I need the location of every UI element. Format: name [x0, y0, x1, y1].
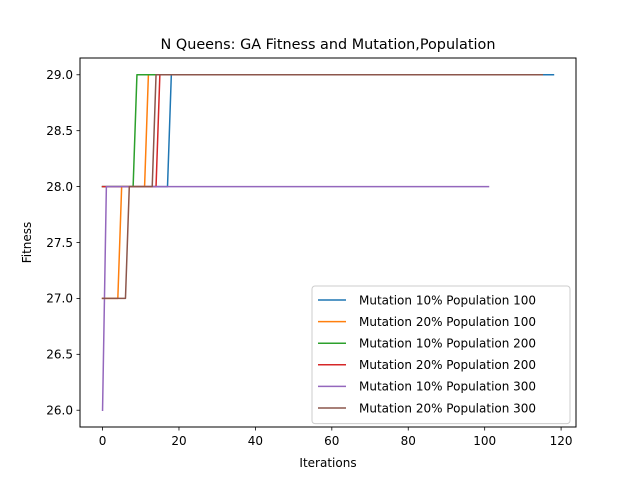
- legend-label-1: Mutation 20% Population 100: [359, 315, 536, 329]
- chart-title: N Queens: GA Fitness and Mutation,Popula…: [161, 37, 496, 53]
- x-tick-label: 40: [248, 434, 263, 448]
- x-tick-label: 80: [401, 434, 416, 448]
- legend-label-2: Mutation 10% Population 200: [359, 337, 536, 351]
- x-tick-label: 60: [324, 434, 339, 448]
- legend-box: [311, 285, 571, 425]
- x-tick-label: 0: [99, 434, 107, 448]
- legend: Mutation 10% Population 100 Mutation 20% …: [311, 285, 571, 425]
- series-line-5: [101, 74, 543, 300]
- series-line-0: [101, 74, 555, 188]
- y-tick-label: 28.5: [46, 124, 73, 138]
- plot-lines: [101, 74, 555, 411]
- y-tick-label: 26.5: [46, 348, 73, 362]
- x-tick-label: 100: [473, 434, 496, 448]
- legend-label-5: Mutation 20% Population 300: [359, 401, 536, 415]
- x-tick-label: 20: [171, 434, 186, 448]
- y-tick-label: 27.0: [46, 292, 73, 306]
- legend-label-4: Mutation 10% Population 300: [359, 380, 536, 394]
- y-axis: 26.0 26.5 27.0 27.5 28.0 28.5 29.0: [46, 68, 80, 418]
- y-tick-label: 27.5: [46, 236, 73, 250]
- legend-label-3: Mutation 20% Population 200: [359, 358, 536, 372]
- x-axis-label: Iterations: [299, 456, 356, 470]
- y-tick-label: 29.0: [46, 68, 73, 82]
- series-line-4: [101, 185, 490, 411]
- y-tick-label: 28.0: [46, 180, 73, 194]
- y-axis-label: Fitness: [20, 222, 34, 264]
- x-axis: 0 20 40 60 80 100 120: [99, 427, 573, 448]
- legend-label-0: Mutation 10% Population 100: [359, 293, 536, 307]
- y-tick-label: 26.0: [46, 404, 73, 418]
- x-tick-label: 120: [550, 434, 573, 448]
